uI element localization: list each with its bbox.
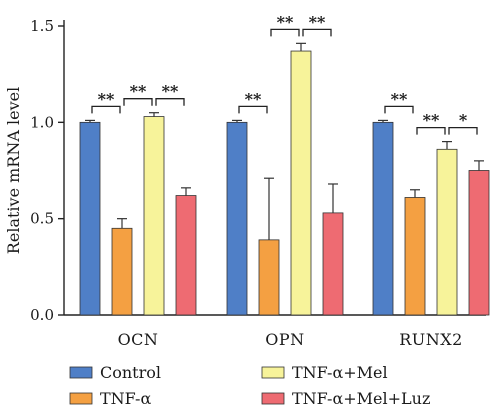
bar-runx2-2 bbox=[436, 148, 458, 316]
legend-swatch bbox=[69, 392, 93, 405]
legend-item: TNF-α+Mel+Luz bbox=[261, 389, 430, 408]
legend-swatch bbox=[69, 366, 93, 379]
legend-label: TNF-α bbox=[100, 389, 151, 408]
significance-bracket: ** bbox=[123, 82, 153, 106]
significance-bracket: ** bbox=[238, 89, 268, 114]
legend-label: TNF-α+Mel bbox=[292, 363, 388, 382]
x-category-label: RUNX2 bbox=[399, 330, 463, 349]
x-category-label: OCN bbox=[118, 330, 159, 349]
significance-bracket: ** bbox=[416, 111, 446, 135]
bar-ocn-1 bbox=[111, 227, 133, 316]
significance-bracket: ** bbox=[302, 12, 332, 37]
bar-runx2-0 bbox=[372, 121, 394, 316]
bar-opn-1 bbox=[258, 239, 280, 316]
significance-label: ** bbox=[391, 89, 408, 108]
legend-label: TNF-α+Mel+Luz bbox=[292, 389, 430, 408]
significance-label: ** bbox=[162, 82, 179, 101]
bar-opn-2 bbox=[290, 50, 312, 316]
bracket-line bbox=[270, 28, 300, 37]
bracket-line bbox=[123, 98, 153, 106]
bracket-line bbox=[416, 126, 446, 135]
significance-bracket: ** bbox=[270, 12, 300, 37]
bar-opn-3 bbox=[322, 212, 344, 316]
bar-runx2-1 bbox=[404, 197, 426, 316]
bracket-line bbox=[91, 105, 121, 114]
legend-item: Control bbox=[69, 363, 161, 382]
significance-label: ** bbox=[245, 89, 262, 108]
legend: Control TNF-α TNF-α+Mel TNF-α+Mel+Luz bbox=[69, 363, 430, 408]
bar-ocn-0 bbox=[79, 121, 101, 316]
bar-runx2-3 bbox=[468, 170, 490, 316]
y-tick-label: 0.0 bbox=[30, 306, 54, 324]
significance-label: ** bbox=[423, 111, 440, 130]
bar-ocn-2 bbox=[143, 116, 165, 316]
y-axis-label: Relative mRNA level bbox=[4, 87, 23, 254]
bracket-line bbox=[384, 105, 414, 114]
bracket-line bbox=[238, 105, 268, 114]
y-tick-label: 1.5 bbox=[30, 17, 54, 35]
bracket-line bbox=[155, 98, 185, 106]
axes: 0.0 0.5 1.0 1.5 Relative mRNA level OCN OPN RUN… bbox=[4, 17, 486, 349]
significance-bracket: ** bbox=[384, 89, 414, 114]
bar-ocn-3 bbox=[175, 195, 197, 316]
legend-swatch bbox=[261, 392, 285, 405]
y-tick-label: 0.5 bbox=[30, 210, 54, 228]
significance-bracket: ** bbox=[155, 82, 185, 106]
significance-label: ** bbox=[309, 12, 326, 31]
bars bbox=[79, 42, 490, 316]
bracket-line bbox=[448, 126, 478, 135]
legend-item: TNF-α bbox=[69, 389, 151, 408]
legend-swatch bbox=[261, 366, 285, 379]
significance-label: * bbox=[459, 111, 468, 130]
significance-bracket: * bbox=[448, 111, 478, 135]
legend-label: Control bbox=[100, 363, 161, 382]
significance-bracket: ** bbox=[91, 89, 121, 114]
significance-label: ** bbox=[130, 82, 147, 101]
y-tick-label: 1.0 bbox=[30, 113, 54, 131]
bracket-line bbox=[302, 28, 332, 37]
significance-markers: ** ** ** **** ****** * bbox=[91, 12, 478, 135]
legend-item: TNF-α+Mel bbox=[261, 363, 388, 382]
bar-opn-0 bbox=[226, 121, 248, 316]
significance-label: ** bbox=[277, 12, 294, 31]
x-category-label: OPN bbox=[265, 330, 304, 349]
significance-label: ** bbox=[98, 89, 115, 108]
